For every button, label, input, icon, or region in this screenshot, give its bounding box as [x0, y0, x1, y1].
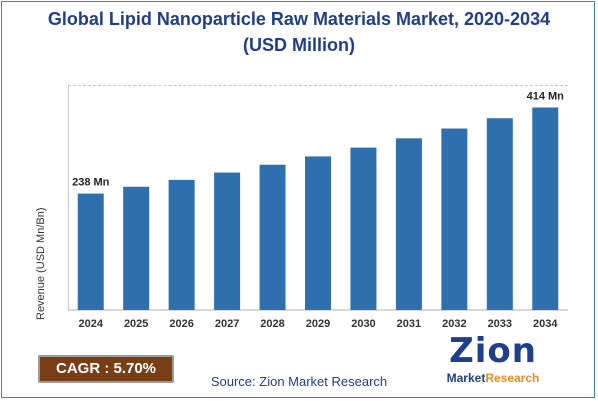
chart-title-line1: Global Lipid Nanoparticle Raw Materials … [47, 9, 551, 29]
chart-title: Global Lipid Nanoparticle Raw Materials … [0, 6, 598, 58]
bar-2027 [214, 172, 241, 310]
data-label-2024: 238 Mn [72, 177, 110, 189]
bar-2030 [350, 147, 377, 310]
x-tick-label-2031: 2031 [397, 318, 421, 330]
x-tick-label-2029: 2029 [306, 318, 330, 330]
bar-2024 [77, 193, 104, 310]
plot-area [68, 85, 568, 310]
x-tick-label-2026: 2026 [169, 318, 193, 330]
x-tick-label-2032: 2032 [442, 318, 466, 330]
bar-2025 [123, 186, 150, 310]
x-tick-label-2033: 2033 [488, 318, 512, 330]
source-note: Source: Zion Market Research [210, 374, 388, 389]
bar-2028 [259, 164, 286, 310]
bar-2031 [395, 138, 422, 310]
logo-wordmark: Zion [449, 331, 537, 371]
data-label-2034: 414 Mn [527, 91, 565, 103]
bar-2034 [532, 107, 559, 310]
logo-subtitle-research: Research [485, 371, 540, 385]
x-tick-label-2024: 2024 [78, 318, 103, 330]
chart-title-line2: (USD Million) [243, 35, 355, 55]
logo-subtitle: MarketResearch [437, 371, 549, 385]
x-tick-label-2028: 2028 [260, 318, 284, 330]
x-tick-label-2030: 2030 [351, 318, 375, 330]
cagr-badge: CAGR : 5.70% [38, 355, 174, 383]
x-tick-label-2025: 2025 [124, 318, 148, 330]
bar-2033 [486, 118, 513, 311]
logo-subtitle-market: Market [446, 371, 486, 385]
x-tick-label-2034: 2034 [533, 318, 558, 330]
bar-2032 [441, 128, 468, 310]
bar-2029 [305, 156, 331, 310]
x-tick-label-2027: 2027 [215, 318, 239, 330]
bar-2026 [168, 179, 195, 310]
zion-logo: Zion MarketResearch [437, 331, 549, 387]
